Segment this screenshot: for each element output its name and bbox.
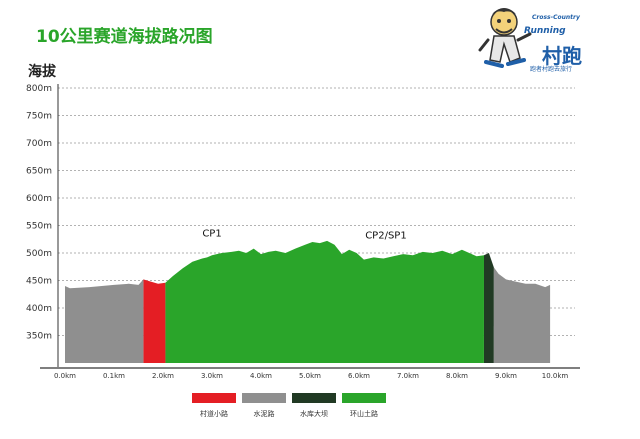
x-tick-label: 0.0km [54, 372, 76, 380]
legend: 村道小路 水泥路 水库大坝 环山土路 [190, 393, 390, 433]
x-tick-label: 0.1km [103, 372, 125, 380]
legend-item: 水库大坝 [290, 393, 338, 419]
legend-swatch [242, 393, 286, 403]
legend-item: 环山土路 [340, 393, 388, 419]
y-tick-label: 700m [26, 139, 52, 149]
elevation-segment [493, 267, 551, 363]
y-tick-label: 800m [26, 84, 52, 94]
y-tick-label: 350m [26, 332, 52, 342]
checkpoint-label: CP1 [202, 229, 221, 240]
runner-mascot-icon [478, 8, 532, 68]
x-tick-label: 9.0km [495, 372, 517, 380]
legend-swatch [342, 393, 386, 403]
y-tick-label: 450m [26, 277, 52, 287]
y-tick-label: 500m [26, 249, 52, 259]
x-tick-label: 2.0km [152, 372, 174, 380]
legend-item: 水泥路 [240, 393, 288, 419]
legend-swatch [192, 393, 236, 403]
elevation-segment [483, 253, 494, 363]
y-tick-label: 600m [26, 194, 52, 204]
legend-label: 村道小路 [200, 410, 228, 418]
legend-label: 水库大坝 [300, 410, 328, 418]
logo-top-text: Cross-Country [532, 14, 580, 21]
legend-swatch [292, 393, 336, 403]
page-title: 10公里赛道海拔路况图 [36, 27, 213, 47]
legend-label: 水泥路 [253, 410, 275, 418]
legend-label: 环山土路 [350, 410, 378, 418]
x-tick-label: 6.0km [348, 372, 370, 380]
x-tick-label: 4.0km [250, 372, 272, 380]
checkpoint-label: CP2/SP1 [365, 231, 406, 242]
y-tick-label: 650m [26, 167, 52, 177]
x-tick-label: 8.0km [446, 372, 468, 380]
y-tick-label: 550m [26, 222, 52, 232]
x-tick-label: 3.0km [201, 372, 223, 380]
x-tick-label: 10.0km [542, 372, 569, 380]
cunpao-logo: Cross-Country Running 村跑 跑者村跑去旅行 [474, 4, 598, 76]
y-tick-label: 400m [26, 304, 52, 314]
y-tick-label: 750m [26, 112, 52, 122]
y-axis-label: 海拔 [28, 63, 57, 80]
elevation-segment [65, 279, 144, 363]
elevation-segment [165, 240, 484, 363]
logo-en-text: Running [524, 26, 566, 36]
elevation-segment [143, 279, 166, 363]
x-tick-label: 7.0km [397, 372, 419, 380]
logo-tagline: 跑者村跑去旅行 [530, 66, 573, 73]
legend-item: 村道小路 [190, 393, 238, 419]
x-tick-label: 5.0km [299, 372, 321, 380]
logo-cn-text: 村跑 [542, 44, 582, 68]
